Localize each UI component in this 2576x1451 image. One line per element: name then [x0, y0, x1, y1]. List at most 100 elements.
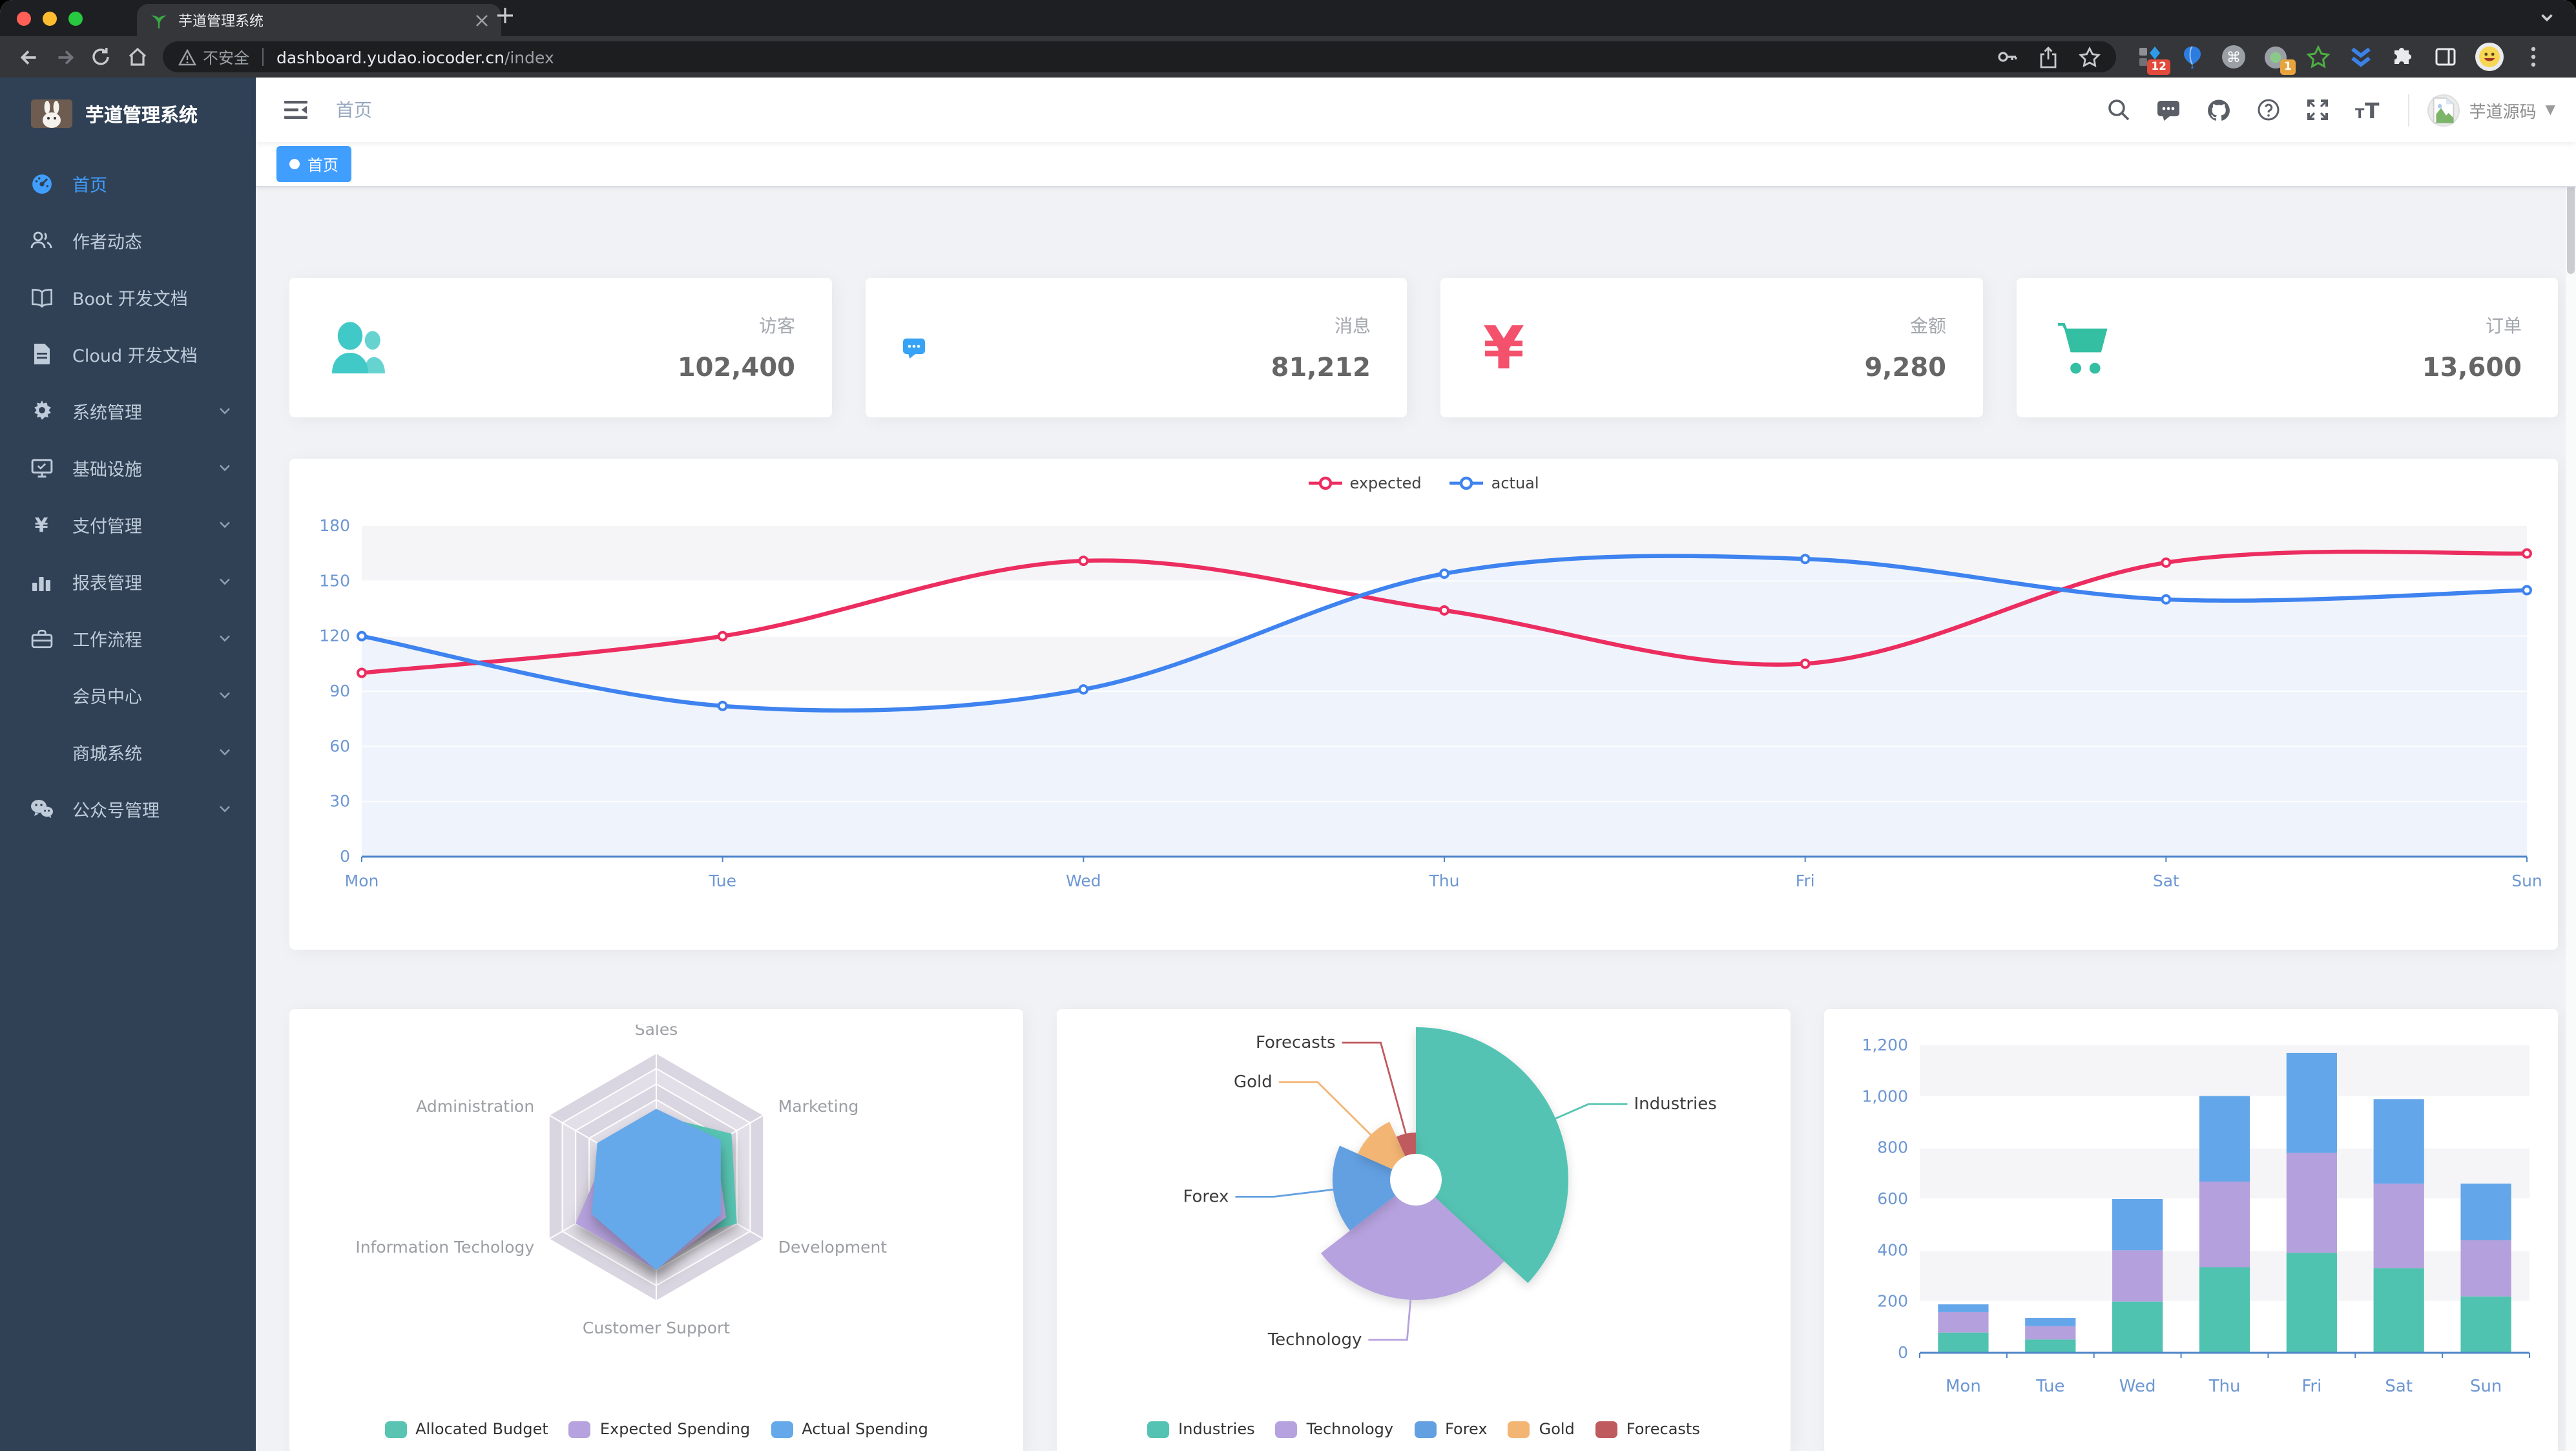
- legend-label: Forecasts: [1626, 1420, 1700, 1438]
- dashboard-content: 访客 102,400 消息 81,212 ¥ 金额 9,280 订单 13,600 expect…: [256, 187, 2576, 1451]
- new-tab-button[interactable]: [496, 6, 514, 25]
- sidebar-item-6[interactable]: ¥ 支付管理: [0, 496, 256, 553]
- legend-item[interactable]: Forecasts: [1595, 1420, 1700, 1438]
- sidebar-item-label: 公众号管理: [72, 801, 160, 822]
- bookmark-star-icon[interactable]: [2079, 46, 2101, 68]
- legend-label: Actual Spending: [802, 1420, 928, 1438]
- line-chart[interactable]: 0 30 60 90 120 150 180 Mon Tue Wed Thu Fri Sat Sun: [302, 479, 2545, 895]
- hamburger-icon[interactable]: [276, 99, 315, 120]
- stat-card-2[interactable]: ¥ 金额 9,280: [1440, 278, 1982, 417]
- close-window-button[interactable]: [17, 11, 31, 25]
- legend-item[interactable]: expected: [1308, 474, 1422, 492]
- extension-chevrons-icon[interactable]: [2347, 44, 2373, 70]
- navbar: 首页 T T 芋道源码 ▼: [256, 78, 2576, 142]
- extension-command-icon[interactable]: ⌘: [2222, 45, 2245, 68]
- legend-item[interactable]: Gold: [1508, 1420, 1575, 1438]
- bar-chart[interactable]: 0 200 400 600 800 1,000 1,200 Mon Tue Wed Thu Fri Sa…: [1840, 1025, 2542, 1407]
- address-bar[interactable]: 不安全 dashboard.yudao.iocoder.cn /index: [163, 41, 2116, 72]
- kebab-menu-icon[interactable]: [2520, 44, 2546, 70]
- extension-record-icon[interactable]: 1: [2262, 44, 2296, 75]
- share-icon[interactable]: [2039, 46, 2058, 68]
- svg-text:180: 180: [319, 516, 350, 535]
- user-menu[interactable]: 芋道源码 ▼: [2408, 94, 2555, 126]
- svg-text:Fri: Fri: [1796, 872, 1815, 890]
- tags-bar: 首页: [256, 142, 2576, 187]
- sidebar-item-0[interactable]: 首页: [0, 155, 256, 212]
- legend-item[interactable]: Technology: [1275, 1420, 1394, 1438]
- extensions-puzzle-icon[interactable]: [2390, 44, 2416, 70]
- extension-balloon-icon[interactable]: [2179, 44, 2205, 70]
- svg-text:¥: ¥: [35, 514, 48, 535]
- legend-item[interactable]: Industries: [1147, 1420, 1255, 1438]
- side-panel-icon[interactable]: [2433, 44, 2458, 70]
- sidebar-item-11[interactable]: 公众号管理: [0, 780, 256, 837]
- fullscreen-icon[interactable]: [2307, 98, 2330, 121]
- sidebar-logo[interactable]: 芋道管理系统: [0, 78, 256, 150]
- shopping-icon: [2052, 319, 2114, 376]
- sidebar-item-8[interactable]: 工作流程: [0, 610, 256, 667]
- legend-item[interactable]: actual: [1449, 474, 1539, 492]
- page-scrollbar[interactable]: [2566, 78, 2576, 1451]
- sidebar-item-label: Boot 开发文档: [72, 289, 188, 310]
- home-button[interactable]: [119, 40, 155, 74]
- sidebar-item-7[interactable]: 报表管理: [0, 553, 256, 610]
- sidebar-item-5[interactable]: 基础设施: [0, 439, 256, 496]
- sidebar-item-3[interactable]: Cloud 开发文档: [0, 326, 256, 382]
- message-icon: [901, 336, 926, 359]
- svg-text:Wed: Wed: [2119, 1377, 2156, 1396]
- reload-button[interactable]: [83, 40, 119, 74]
- favicon-leaf-icon: [150, 11, 168, 29]
- legend-label: Technology: [1306, 1420, 1394, 1438]
- chevron-down-icon: [217, 801, 233, 817]
- radar-chart[interactable]: Sales Marketing Development Customer Suppor…: [305, 1025, 1008, 1350]
- pie-chart[interactable]: Industries Technology Forex Gold Forecasts: [1072, 1025, 1775, 1355]
- legend-item[interactable]: Expected Spending: [568, 1420, 750, 1438]
- legend-item[interactable]: Forex: [1414, 1420, 1488, 1438]
- sidebar-item-9[interactable]: 会员中心: [0, 667, 256, 724]
- browser-tab[interactable]: 芋道管理系统: [137, 4, 501, 36]
- logo-avatar: [31, 99, 72, 128]
- sidebar-item-4[interactable]: 系统管理: [0, 382, 256, 439]
- stat-card-1[interactable]: 消息 81,212: [865, 278, 1407, 417]
- line-chart-legend: expected actual: [289, 474, 2558, 492]
- profile-avatar[interactable]: [2475, 43, 2504, 71]
- svg-text:Gold: Gold: [1234, 1072, 1272, 1092]
- forward-button[interactable]: [47, 40, 83, 74]
- svg-text:Industries: Industries: [1634, 1094, 1716, 1114]
- stat-card-0[interactable]: 访客 102,400: [289, 278, 831, 417]
- minimize-window-button[interactable]: [43, 11, 57, 25]
- security-label: 不安全: [203, 48, 250, 67]
- key-icon[interactable]: [1996, 47, 2018, 67]
- legend-item[interactable]: Allocated Budget: [384, 1420, 548, 1438]
- book-icon: [28, 287, 54, 307]
- sidebar-item-label: 会员中心: [72, 687, 142, 708]
- sidebar-item-1[interactable]: 作者动态: [0, 212, 256, 269]
- svg-text:Sat: Sat: [2385, 1377, 2413, 1396]
- maximize-window-button[interactable]: [68, 11, 83, 25]
- sidebar-item-2[interactable]: Boot 开发文档: [0, 269, 256, 326]
- svg-text:Tue: Tue: [2035, 1377, 2064, 1396]
- tag-首页[interactable]: 首页: [276, 146, 352, 182]
- svg-text:Wed: Wed: [1066, 872, 1101, 890]
- question-icon[interactable]: [2258, 98, 2281, 121]
- stat-card-3[interactable]: 订单 13,600: [2016, 278, 2558, 417]
- money-icon: ¥: [1477, 318, 1531, 377]
- extension-star-icon[interactable]: [2305, 44, 2331, 70]
- search-icon[interactable]: [2108, 98, 2131, 121]
- github-icon[interactable]: [2207, 98, 2232, 122]
- stat-title: 金额: [1910, 317, 1946, 337]
- extension-grid-icon[interactable]: 12: [2137, 44, 2170, 75]
- gear-icon: [28, 400, 54, 422]
- back-button[interactable]: [10, 40, 47, 74]
- svg-text:Administration: Administration: [416, 1097, 534, 1116]
- bottom-charts-row: Sales Marketing Development Customer Suppor…: [289, 1009, 2558, 1451]
- svg-text:Marketing: Marketing: [778, 1097, 859, 1116]
- legend-item[interactable]: Actual Spending: [771, 1420, 928, 1438]
- sidebar-item-10[interactable]: 商城系统: [0, 724, 256, 780]
- tab-search-icon[interactable]: [2539, 9, 2555, 26]
- tab-close-icon[interactable]: [475, 14, 488, 26]
- message-icon[interactable]: [2157, 98, 2181, 121]
- legend-label: Industries: [1178, 1420, 1255, 1438]
